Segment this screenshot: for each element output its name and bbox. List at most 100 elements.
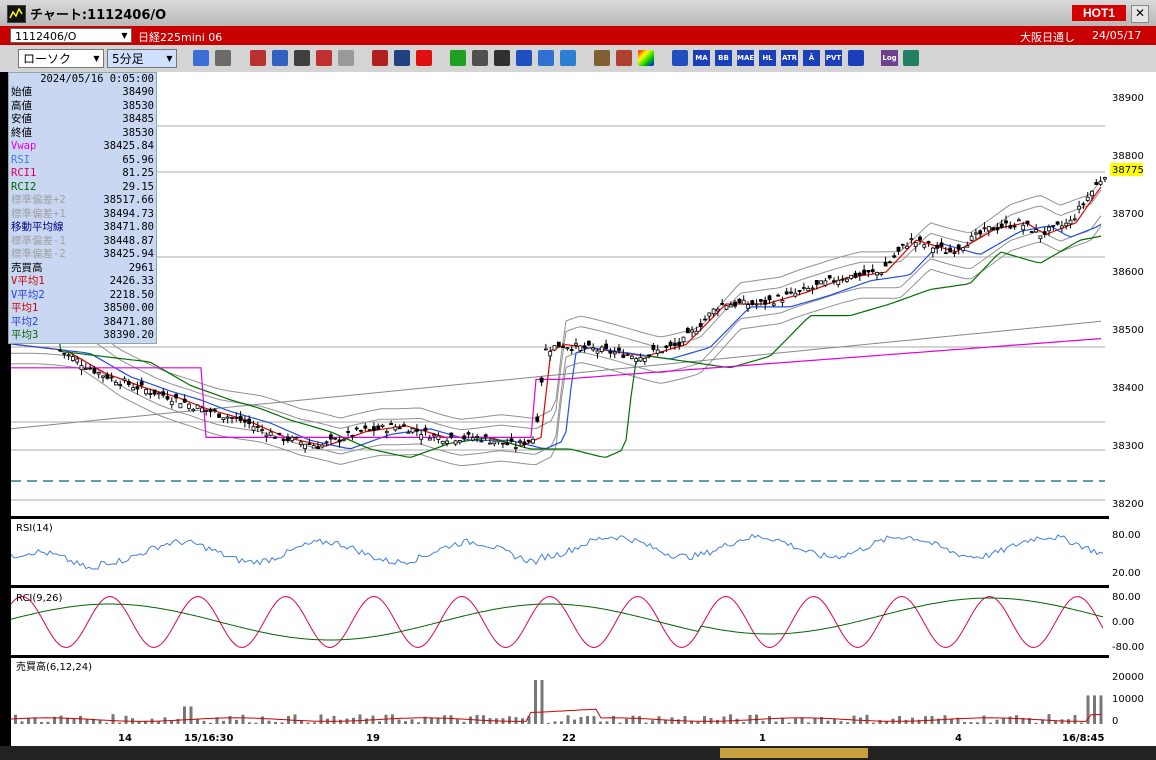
candle-body xyxy=(664,345,669,348)
volume-bar xyxy=(202,720,206,724)
candle-body xyxy=(152,389,157,395)
chart-type-select[interactable]: ローソク ▼ xyxy=(18,49,104,68)
volume-bar xyxy=(599,721,602,724)
scrollbar[interactable] xyxy=(0,746,1156,760)
candle-body xyxy=(582,345,587,349)
candle-body xyxy=(187,403,191,409)
volume-bar xyxy=(618,722,622,724)
volume-bar xyxy=(423,716,427,724)
volume-plot-area[interactable] xyxy=(11,658,1109,726)
mae-button[interactable]: MAE xyxy=(737,50,754,66)
export-icon[interactable] xyxy=(903,50,919,66)
price-tick: 38600 xyxy=(1112,267,1144,278)
volume-bar xyxy=(436,717,440,724)
volume-bar xyxy=(261,716,264,724)
candle-body xyxy=(759,299,763,302)
candle-body xyxy=(621,354,626,358)
arrow-icon[interactable] xyxy=(516,50,532,66)
window-icon[interactable] xyxy=(848,50,864,66)
scrollbar-thumb[interactable] xyxy=(720,748,868,758)
candle-body xyxy=(402,424,406,427)
candle-icon[interactable] xyxy=(316,50,332,66)
bar-chart-icon[interactable] xyxy=(294,50,310,66)
cursor-icon[interactable] xyxy=(250,50,266,66)
candle-body xyxy=(1081,203,1086,206)
candle-body xyxy=(634,358,639,362)
hl-button[interactable]: HL xyxy=(759,50,776,66)
volume-bar xyxy=(664,719,667,724)
disabled-icon[interactable] xyxy=(338,50,354,66)
volume-bar xyxy=(703,716,706,724)
candle-body xyxy=(1068,219,1073,225)
info-label: V平均1 xyxy=(11,275,45,287)
line-tool-icon[interactable] xyxy=(472,50,488,66)
special-indicator-button[interactable]: Ā xyxy=(803,50,820,66)
candle-body xyxy=(797,290,802,292)
color-palette-icon[interactable] xyxy=(638,50,654,66)
candle-body xyxy=(995,226,1000,231)
trash-icon[interactable] xyxy=(560,50,576,66)
rsi-plot-area[interactable] xyxy=(11,519,1109,585)
candle-body xyxy=(750,300,755,305)
ma-button[interactable]: MA xyxy=(693,50,710,66)
bb-button[interactable]: BB xyxy=(715,50,732,66)
candle-body xyxy=(273,437,277,439)
save-icon[interactable] xyxy=(538,50,554,66)
symbol-select[interactable]: 1112406/O ▼ xyxy=(10,28,132,43)
volume-bar xyxy=(586,715,589,724)
bollinger-line xyxy=(10,179,1102,420)
volume-bar xyxy=(696,721,700,724)
pvt-button[interactable]: PVT xyxy=(825,50,842,66)
candle-body xyxy=(909,238,914,241)
candle-body xyxy=(389,423,394,425)
volume-bar xyxy=(1034,722,1038,724)
candle-blue-icon[interactable] xyxy=(394,50,410,66)
candle-body xyxy=(303,443,308,450)
candle-red-icon[interactable] xyxy=(372,50,388,66)
pencil-icon[interactable] xyxy=(450,50,466,66)
candle-body xyxy=(62,352,67,355)
hot-badge-button[interactable]: HOT1 xyxy=(1072,5,1126,21)
candle-body xyxy=(591,347,596,351)
candle-body xyxy=(552,345,557,351)
candle-body xyxy=(1103,177,1107,180)
volume-bar xyxy=(1021,717,1025,724)
close-button[interactable]: ✕ xyxy=(1131,5,1149,23)
info-label: 平均2 xyxy=(11,315,39,328)
candle-body xyxy=(647,354,651,357)
candle-body xyxy=(578,345,583,351)
candle-body xyxy=(479,440,484,443)
interval-select[interactable]: 5分足 ▼ xyxy=(107,49,177,68)
volume-bar xyxy=(313,722,316,724)
candle-body xyxy=(827,275,832,279)
indicator-icon[interactable] xyxy=(672,50,688,66)
candle-body xyxy=(883,261,888,267)
log-button[interactable]: Log xyxy=(881,50,898,66)
price-chart[interactable]: 38900 38800 38700 38600 38500 38400 3830… xyxy=(0,72,1156,760)
search-icon[interactable] xyxy=(272,50,288,66)
atr-button[interactable]: ATR xyxy=(781,50,798,66)
volume-bar xyxy=(1041,719,1044,724)
candle-body xyxy=(681,336,686,343)
all-icon[interactable] xyxy=(416,50,432,66)
info-label: RCI1 xyxy=(11,167,37,179)
pointer-icon[interactable] xyxy=(494,50,510,66)
volume-bar xyxy=(761,720,765,724)
wrench-icon[interactable] xyxy=(616,50,632,66)
candle-body xyxy=(1021,224,1026,231)
volume-bar xyxy=(527,716,531,724)
candle-body xyxy=(1025,220,1030,225)
zoom-icon[interactable] xyxy=(193,50,209,66)
volume-bar xyxy=(605,721,609,724)
volume-bar xyxy=(365,718,368,724)
candle-body xyxy=(595,350,600,354)
settings-icon[interactable] xyxy=(594,50,610,66)
time-tick: 14 xyxy=(118,733,132,744)
volume-bar xyxy=(956,717,960,724)
ma-mid-line xyxy=(10,223,1102,450)
rci-plot-area[interactable] xyxy=(11,588,1109,655)
candle-body xyxy=(178,403,183,409)
grid-icon[interactable] xyxy=(215,50,231,66)
candle-body xyxy=(677,341,682,347)
volume-bar xyxy=(904,719,908,724)
